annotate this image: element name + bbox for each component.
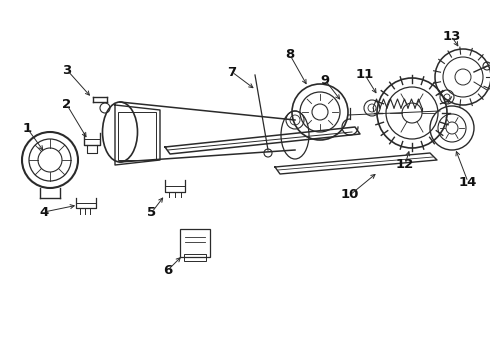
Text: 4: 4: [39, 206, 49, 219]
Bar: [184, 254, 206, 261]
Text: 3: 3: [62, 63, 72, 77]
Text: 11: 11: [356, 68, 374, 81]
Text: 8: 8: [285, 49, 294, 62]
Text: 12: 12: [396, 158, 414, 171]
Text: 6: 6: [163, 264, 172, 276]
Text: 1: 1: [23, 122, 31, 135]
Text: 13: 13: [443, 31, 461, 44]
Text: 9: 9: [320, 73, 330, 86]
Text: 10: 10: [341, 189, 359, 202]
Bar: [118, 112, 156, 160]
Bar: [180, 229, 210, 257]
Text: 7: 7: [227, 66, 237, 78]
Text: 2: 2: [62, 99, 72, 112]
Text: 14: 14: [459, 175, 477, 189]
Text: 5: 5: [147, 206, 157, 219]
